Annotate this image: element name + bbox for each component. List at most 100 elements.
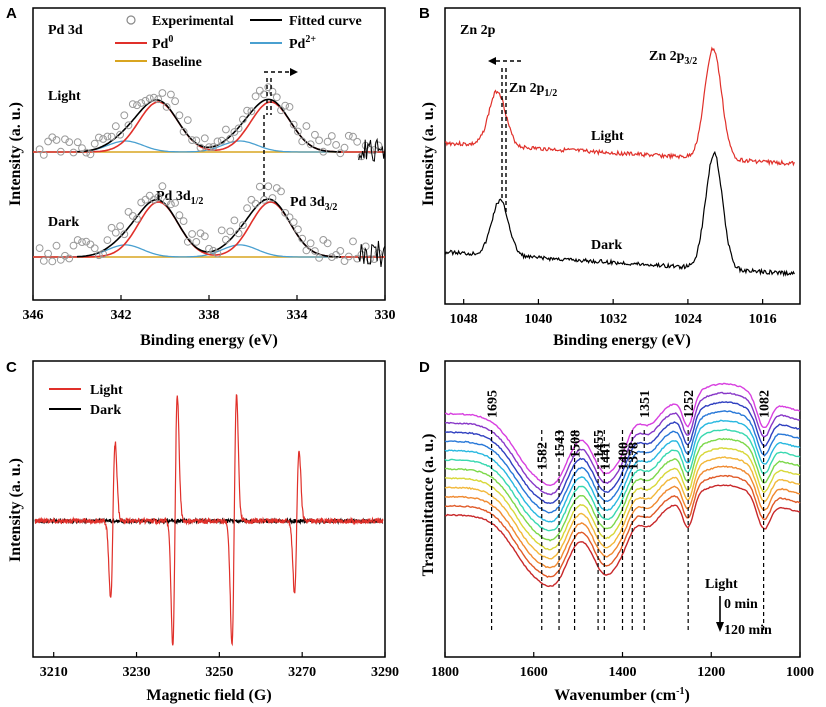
experimental-point-light bbox=[200, 134, 209, 143]
experimental-point-dark bbox=[141, 195, 150, 204]
experimental-point-dark bbox=[39, 257, 48, 265]
xa-tick-label-330: 330 bbox=[375, 308, 396, 323]
experimental-point-dark bbox=[188, 230, 197, 238]
experimental-point-dark bbox=[234, 229, 243, 238]
experimental-point-light bbox=[69, 148, 78, 157]
xb-tick-label-1032: 1032 bbox=[599, 312, 627, 327]
experimental-point-dark bbox=[73, 236, 82, 244]
x-axis-label-b: Binding energy (eV) bbox=[553, 332, 691, 349]
peak-label-1351: 1351 bbox=[638, 390, 653, 418]
xc-tick-label-3210: 3210 bbox=[40, 665, 68, 680]
experimental-point-light bbox=[315, 136, 324, 145]
experimental-point-dark bbox=[145, 191, 154, 200]
epr-light-series bbox=[34, 394, 384, 647]
peak-label-1378: 1378 bbox=[626, 442, 641, 470]
experimental-point-dark bbox=[69, 241, 78, 250]
experimental-point-light bbox=[179, 127, 188, 136]
legend-label-dark-c: Dark bbox=[90, 403, 121, 418]
experimental-point-light bbox=[353, 137, 362, 146]
series-label-dark-b: Dark bbox=[591, 238, 622, 253]
experimental-point-dark bbox=[107, 223, 116, 232]
experimental-point-dark bbox=[44, 249, 52, 258]
xb-tick-label-1016: 1016 bbox=[749, 312, 777, 327]
x-axis-ticks-a: 346 342 338 334 330 bbox=[23, 295, 396, 323]
experimental-point-dark bbox=[171, 199, 180, 207]
peak-label-1252: 1252 bbox=[682, 390, 697, 418]
experimental-point-dark bbox=[302, 246, 311, 255]
experimental-point-light bbox=[357, 152, 366, 161]
time-arrowhead bbox=[716, 622, 724, 632]
legend-marker-experimental bbox=[126, 15, 136, 25]
experimental-point-dark bbox=[52, 241, 61, 250]
arrow-label-light: Light bbox=[705, 577, 738, 592]
experimental-point-light bbox=[285, 103, 294, 111]
experimental-point-dark bbox=[239, 221, 247, 230]
experimental-point-dark bbox=[366, 255, 374, 264]
x-axis-label-c: Magnetic field (G) bbox=[146, 687, 271, 704]
experimental-point-dark bbox=[82, 237, 91, 246]
experimental-point-dark bbox=[158, 182, 167, 191]
xd-tick-label-1000: 1000 bbox=[786, 665, 814, 680]
x-axis-label-a: Binding energy (eV) bbox=[140, 332, 278, 349]
experimental-point-light bbox=[336, 149, 345, 158]
experimental-point-dark bbox=[137, 198, 146, 207]
experimental-point-dark bbox=[255, 182, 264, 191]
x-axis-label-d: Wavenumber (cm-1) bbox=[554, 686, 690, 704]
experimental-point-light bbox=[158, 89, 167, 97]
experimental-point-light bbox=[255, 86, 264, 95]
panel-a-title: Pd 3d bbox=[48, 23, 83, 38]
zn2p-spectrum-light bbox=[444, 46, 795, 167]
experimental-point-dark bbox=[162, 197, 171, 206]
experimental-point-light bbox=[281, 101, 290, 110]
legend-label-pd0: Pd0 bbox=[152, 34, 173, 52]
experimental-point-dark bbox=[35, 244, 44, 253]
xb-tick-label-1040: 1040 bbox=[524, 312, 552, 327]
experimental-point-light bbox=[222, 125, 230, 134]
experimental-point-dark bbox=[315, 254, 324, 262]
experimental-point-dark bbox=[230, 216, 239, 225]
legend-label-light-c: Light bbox=[90, 383, 123, 398]
experimental-point-dark bbox=[133, 214, 141, 223]
experimental-point-light bbox=[196, 143, 205, 152]
xb-tick-label-1024: 1024 bbox=[674, 312, 702, 327]
experimental-point-dark bbox=[78, 238, 86, 247]
series-label-light-a: Light bbox=[48, 89, 81, 104]
experimental-point-light bbox=[298, 137, 307, 146]
experimental-point-dark bbox=[86, 240, 95, 249]
experimental-point-light bbox=[234, 124, 243, 133]
experimental-point-light bbox=[133, 101, 141, 110]
experimental-point-light bbox=[327, 132, 336, 140]
experimental-point-light bbox=[120, 111, 129, 120]
experimental-point-light bbox=[277, 106, 285, 115]
plot-area-b bbox=[444, 46, 795, 278]
experimental-point-dark bbox=[167, 200, 175, 209]
experimental-point-light bbox=[124, 121, 133, 130]
experimental-point-light bbox=[99, 135, 107, 143]
experimental-point-dark bbox=[294, 225, 302, 234]
experimental-point-dark bbox=[340, 257, 349, 266]
ir-series-6 bbox=[444, 428, 801, 532]
xb-tick-label-1048: 1048 bbox=[450, 312, 478, 327]
experimental-point-light bbox=[183, 116, 192, 124]
experimental-point-light bbox=[90, 139, 99, 148]
zn2p-spectrum-dark bbox=[444, 150, 795, 278]
experimental-point-dark bbox=[183, 237, 192, 246]
experimental-point-dark bbox=[65, 254, 74, 263]
experimental-point-light bbox=[82, 148, 91, 157]
experimental-point-light bbox=[311, 130, 319, 139]
experimental-point-light bbox=[302, 122, 311, 130]
experimental-point-light bbox=[145, 94, 154, 103]
experimental-point-dark bbox=[111, 228, 120, 237]
time-end-label: 120 min bbox=[724, 623, 772, 638]
plot-area-a bbox=[33, 83, 386, 267]
y-axis-label-d: Transmittance (a. u.) bbox=[420, 434, 437, 577]
experimental-point-dark bbox=[268, 194, 277, 202]
xc-tick-label-3290: 3290 bbox=[371, 665, 399, 680]
panel-a: A Pd 3d Intensity (a. u.) Binding energy… bbox=[6, 5, 396, 349]
experimental-point-light bbox=[171, 97, 180, 106]
experimental-point-dark bbox=[349, 237, 357, 246]
noise-tail-light bbox=[358, 137, 386, 162]
experimental-point-light bbox=[52, 136, 61, 144]
peak-label-1543: 1543 bbox=[553, 430, 568, 458]
xd-tick-label-1200: 1200 bbox=[697, 665, 725, 680]
